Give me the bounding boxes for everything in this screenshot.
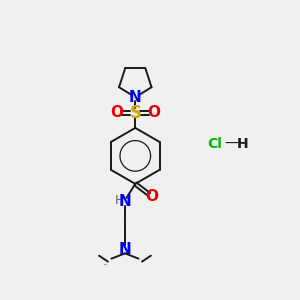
Text: H: H (115, 194, 124, 207)
Text: S: S (129, 103, 141, 122)
Text: —: — (224, 137, 238, 151)
Text: O: O (110, 105, 124, 120)
Text: H: H (237, 137, 249, 151)
Text: N: N (118, 242, 131, 257)
Text: N(CH₃)₂: N(CH₃)₂ (104, 264, 109, 266)
Text: N: N (118, 194, 131, 209)
Text: N: N (129, 90, 142, 105)
Text: Cl: Cl (207, 137, 222, 151)
Text: O: O (145, 189, 158, 204)
Text: O: O (147, 105, 160, 120)
